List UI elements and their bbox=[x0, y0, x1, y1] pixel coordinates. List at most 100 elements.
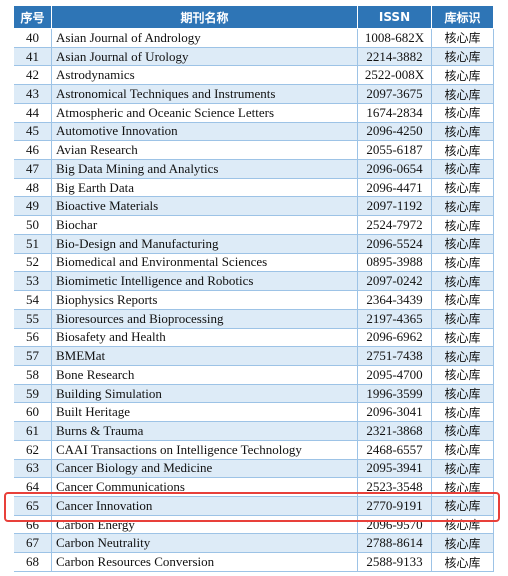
row-number: 43 bbox=[14, 85, 52, 104]
library-tag: 核心库 bbox=[432, 160, 494, 179]
journal-name: Asian Journal of Andrology bbox=[52, 29, 358, 48]
issn: 2214-3882 bbox=[358, 47, 432, 67]
row-number: 54 bbox=[14, 291, 52, 310]
library-tag: 核心库 bbox=[432, 103, 494, 123]
journal-name: Avian Research bbox=[52, 141, 358, 161]
issn: 1674-2834 bbox=[358, 103, 432, 123]
issn: 2751-7438 bbox=[358, 347, 432, 366]
issn: 2468-6557 bbox=[358, 440, 432, 460]
library-tag: 核心库 bbox=[432, 534, 494, 554]
issn: 2197-4365 bbox=[358, 309, 432, 329]
journal-name: Cancer Biology and Medicine bbox=[52, 459, 358, 479]
journal-name: Biomedical and Environmental Sciences bbox=[52, 253, 358, 273]
issn: 1996-3599 bbox=[358, 384, 432, 404]
library-tag: 核心库 bbox=[432, 478, 494, 497]
issn: 2364-3439 bbox=[358, 291, 432, 310]
library-tag: 核心库 bbox=[432, 272, 494, 292]
issn: 2055-6187 bbox=[358, 141, 432, 161]
library-tag: 核心库 bbox=[432, 178, 494, 198]
issn: 2096-5524 bbox=[358, 234, 432, 254]
row-number: 56 bbox=[14, 328, 52, 348]
row-number: 64 bbox=[14, 478, 52, 497]
row-number: 65 bbox=[14, 497, 52, 516]
row-number: 53 bbox=[14, 272, 52, 292]
library-tag: 核心库 bbox=[432, 347, 494, 366]
row-number: 44 bbox=[14, 103, 52, 123]
issn: 2788-8614 bbox=[358, 534, 432, 554]
issn: 2096-4471 bbox=[358, 178, 432, 198]
issn: 2770-9191 bbox=[358, 497, 432, 516]
journal-name: Biosafety and Health bbox=[52, 328, 358, 348]
journal-name: Cancer Communications bbox=[52, 478, 358, 497]
row-number: 42 bbox=[14, 66, 52, 86]
row-number: 67 bbox=[14, 534, 52, 554]
issn: 1008-682X bbox=[358, 29, 432, 48]
journal-name: Biophysics Reports bbox=[52, 291, 358, 310]
library-tag: 核心库 bbox=[432, 141, 494, 161]
row-number: 58 bbox=[14, 365, 52, 385]
journal-name: Atmospheric and Oceanic Science Letters bbox=[52, 103, 358, 123]
issn: 2523-3548 bbox=[358, 478, 432, 497]
library-tag: 核心库 bbox=[432, 365, 494, 385]
journal-name: Bio-Design and Manufacturing bbox=[52, 234, 358, 254]
row-number: 45 bbox=[14, 122, 52, 142]
library-tag: 核心库 bbox=[432, 328, 494, 348]
journal-name: Burns & Trauma bbox=[52, 422, 358, 441]
library-tag: 核心库 bbox=[432, 122, 494, 142]
journal-name: Bioresources and Bioprocessing bbox=[52, 309, 358, 329]
library-tag: 核心库 bbox=[432, 85, 494, 104]
issn: 2524-7972 bbox=[358, 216, 432, 235]
library-tag: 核心库 bbox=[432, 253, 494, 273]
row-number: 59 bbox=[14, 384, 52, 404]
row-number: 62 bbox=[14, 440, 52, 460]
row-number: 55 bbox=[14, 309, 52, 329]
journal-name: Asian Journal of Urology bbox=[52, 47, 358, 67]
journal-name: Cancer Innovation bbox=[52, 497, 358, 516]
issn: 2096-0654 bbox=[358, 160, 432, 179]
issn: 2321-3868 bbox=[358, 422, 432, 441]
library-tag: 核心库 bbox=[432, 29, 494, 48]
row-number: 61 bbox=[14, 422, 52, 441]
issn: 2096-6962 bbox=[358, 328, 432, 348]
library-tag: 核心库 bbox=[432, 440, 494, 460]
issn: 2096-3041 bbox=[358, 403, 432, 423]
library-tag: 核心库 bbox=[432, 47, 494, 67]
row-number: 63 bbox=[14, 459, 52, 479]
journal-name: Carbon Neutrality bbox=[52, 534, 358, 554]
issn: 2588-9133 bbox=[358, 553, 432, 572]
issn: 2522-008X bbox=[358, 66, 432, 86]
header-cell: 库标识 bbox=[432, 6, 494, 29]
library-tag: 核心库 bbox=[432, 216, 494, 235]
highlight-box bbox=[4, 492, 500, 522]
issn: 2097-1192 bbox=[358, 197, 432, 217]
issn: 2096-4250 bbox=[358, 122, 432, 142]
row-number: 40 bbox=[14, 29, 52, 48]
journal-name: BMEMat bbox=[52, 347, 358, 366]
journal-name: Big Earth Data bbox=[52, 178, 358, 198]
library-tag: 核心库 bbox=[432, 309, 494, 329]
library-tag: 核心库 bbox=[432, 66, 494, 86]
journal-name: Biochar bbox=[52, 216, 358, 235]
issn: 0895-3988 bbox=[358, 253, 432, 273]
journal-name: Astronomical Techniques and Instruments bbox=[52, 85, 358, 104]
row-number: 49 bbox=[14, 197, 52, 217]
journal-name: CAAI Transactions on Intelligence Techno… bbox=[52, 440, 358, 460]
journal-name: Carbon Resources Conversion bbox=[52, 553, 358, 572]
library-tag: 核心库 bbox=[432, 197, 494, 217]
row-number: 41 bbox=[14, 47, 52, 67]
row-number: 47 bbox=[14, 160, 52, 179]
header-cell: 序号 bbox=[14, 6, 52, 29]
library-tag: 核心库 bbox=[432, 403, 494, 423]
row-number: 51 bbox=[14, 234, 52, 254]
library-tag: 核心库 bbox=[432, 422, 494, 441]
row-number: 52 bbox=[14, 253, 52, 273]
row-number: 48 bbox=[14, 178, 52, 198]
journal-name: Automotive Innovation bbox=[52, 122, 358, 142]
row-number: 68 bbox=[14, 553, 52, 572]
library-tag: 核心库 bbox=[432, 553, 494, 572]
journal-name: Building Simulation bbox=[52, 384, 358, 404]
library-tag: 核心库 bbox=[432, 384, 494, 404]
issn: 2097-0242 bbox=[358, 272, 432, 292]
